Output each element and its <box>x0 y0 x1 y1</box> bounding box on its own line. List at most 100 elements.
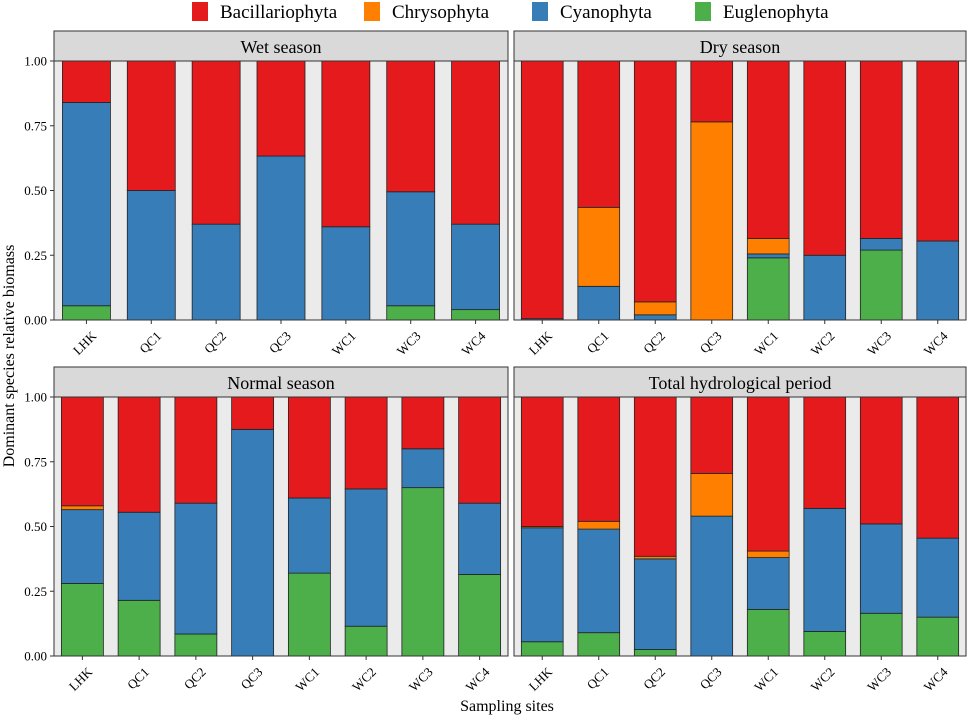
bar-total-hydrological-period-qc2-euglenophyta <box>633 649 677 657</box>
panel-wet-season: Wet season LHK QC1 QC2 QC3 WC1 WC3 WC4 0.00 0.25 0… <box>24 30 509 358</box>
y-tick-label: 0.75 <box>24 118 47 133</box>
legend-item-euglenophyta: Euglenophyta <box>695 2 829 23</box>
bar-total-hydrological-period-qc1-cyanophyta <box>577 528 621 634</box>
bar-wet-season-wc4-bacillariophyta <box>451 60 500 225</box>
bar-normal-season-wc1-euglenophyta <box>287 572 331 657</box>
bar-total-hydrological-period-wc1-chrysophyta <box>746 550 790 558</box>
legend: Bacillariophyta Chrysophyta Cyanophyta Eugl… <box>192 2 829 23</box>
bar-normal-season-wc2-bacillariophyta <box>344 396 388 490</box>
x-tick-label-lhk: LHK <box>526 664 556 694</box>
bar-normal-season-qc1-euglenophyta <box>117 599 161 657</box>
bar-total-hydrological-period-lhk-cyanophyta <box>520 527 564 643</box>
bar-dry-season-wc4-cyanophyta <box>916 240 960 321</box>
y-tick-label: 0.25 <box>24 248 47 263</box>
bar-normal-season-wc4-bacillariophyta <box>458 396 502 504</box>
bar-normal-season-wc3-cyanophyta <box>401 448 445 489</box>
bar-normal-season-qc1-bacillariophyta <box>117 396 161 513</box>
legend-swatch-bacillariophyta <box>192 2 208 21</box>
x-tick-label-qc2: QC2 <box>640 328 668 356</box>
facet-title-dry-season: Dry season <box>700 37 780 57</box>
x-tick-label-qc3: QC3 <box>697 664 725 692</box>
bar-total-hydrological-period-wc4-euglenophyta <box>916 616 960 657</box>
facet-title-total-hydrological-period: Total hydrological period <box>649 373 832 393</box>
bar-total-hydrological-period-wc4-cyanophyta <box>916 537 960 618</box>
bar-total-hydrological-period-qc1-euglenophyta <box>577 632 621 657</box>
x-tick-label-wc2: WC2 <box>349 664 379 694</box>
x-tick-label-wc4: WC4 <box>463 664 493 694</box>
panel-border <box>513 60 967 321</box>
facet-title-normal-season: Normal season <box>227 373 334 393</box>
x-tick-label-qc2: QC2 <box>181 664 209 692</box>
y-tick-label: 0.50 <box>24 183 47 198</box>
bar-normal-season-wc3-bacillariophyta <box>401 396 445 450</box>
y-tick-label: 0.75 <box>24 454 47 469</box>
bar-dry-season-wc1-cyanophyta <box>746 253 790 259</box>
panel-total-hydrological-period: Total hydrological period LHK QC1 QC2 QC3 WC1… <box>513 366 967 694</box>
bar-total-hydrological-period-qc2-cyanophyta <box>633 558 677 650</box>
bar-normal-season-qc3-bacillariophyta <box>231 396 275 430</box>
bar-total-hydrological-period-wc2-cyanophyta <box>803 507 847 632</box>
y-tick-label: 0.50 <box>24 519 47 534</box>
panel-dry-season: Dry season LHK QC1 QC2 QC3 WC1 WC2 WC3 WC4 <box>513 30 967 358</box>
bar-total-hydrological-period-lhk-bacillariophyta <box>520 396 564 527</box>
x-tick-label-wc3: WC3 <box>394 328 424 358</box>
bar-dry-season-qc1-cyanophyta <box>577 285 621 321</box>
bar-wet-season-qc3-bacillariophyta <box>256 60 306 157</box>
bar-dry-season-wc1-euglenophyta <box>746 257 790 321</box>
bar-dry-season-wc2-bacillariophyta <box>803 60 847 256</box>
bar-wet-season-qc2-bacillariophyta <box>191 60 241 225</box>
x-tick-label-wc1: WC1 <box>329 328 359 358</box>
x-tick-label-lhk: LHK <box>66 664 96 694</box>
bar-dry-season-wc4-bacillariophyta <box>916 60 960 242</box>
bar-normal-season-lhk-euglenophyta <box>60 583 104 657</box>
bar-total-hydrological-period-wc2-euglenophyta <box>803 630 847 657</box>
bar-total-hydrological-period-qc3-bacillariophyta <box>690 396 734 474</box>
bar-dry-season-wc1-chrysophyta <box>746 238 790 255</box>
bar-wet-season-qc2-cyanophyta <box>191 223 241 321</box>
bar-dry-season-wc3-cyanophyta <box>859 238 903 251</box>
x-tick-label-qc2: QC2 <box>201 328 229 356</box>
bar-wet-season-lhk-cyanophyta <box>62 102 111 307</box>
bar-normal-season-qc1-cyanophyta <box>117 511 161 601</box>
bar-normal-season-qc2-euglenophyta <box>174 633 218 657</box>
x-tick-label-lhk: LHK <box>526 328 556 358</box>
legend-label-euglenophyta: Euglenophyta <box>723 2 829 23</box>
bar-wet-season-qc1-bacillariophyta <box>126 60 176 191</box>
bar-wet-season-wc4-cyanophyta <box>451 223 500 311</box>
facet-panels: Wet season LHK QC1 QC2 QC3 WC1 WC3 WC4 0.00 0.25 0… <box>24 30 967 694</box>
y-tick-label: 0.00 <box>24 649 47 664</box>
facet-strip <box>53 366 509 398</box>
bar-normal-season-wc1-cyanophyta <box>287 497 331 574</box>
legend-swatch-euglenophyta <box>695 2 711 21</box>
bar-normal-season-wc2-euglenophyta <box>344 625 388 657</box>
bar-dry-season-qc3-bacillariophyta <box>690 60 734 123</box>
bar-dry-season-qc3-chrysophyta <box>690 121 734 321</box>
x-tick-label-qc3: QC3 <box>266 328 294 356</box>
facet-title-wet-season: Wet season <box>240 37 321 57</box>
facet-strip <box>513 30 967 62</box>
y-tick-label: 1.00 <box>24 390 47 405</box>
x-tick-label-wc4: WC4 <box>458 328 488 358</box>
bar-dry-season-lhk-bacillariophyta <box>520 60 564 320</box>
x-tick-label-wc2: WC2 <box>808 328 838 358</box>
x-tick-label-wc1: WC1 <box>751 328 781 358</box>
bar-total-hydrological-period-wc3-cyanophyta <box>859 523 903 614</box>
bar-dry-season-wc1-bacillariophyta <box>746 60 790 239</box>
bar-wet-season-qc3-cyanophyta <box>256 155 306 321</box>
x-tick-label-wc1: WC1 <box>751 664 781 694</box>
bar-total-hydrological-period-wc1-euglenophyta <box>746 608 790 657</box>
bar-wet-season-wc1-cyanophyta <box>321 226 371 321</box>
legend-item-chrysophyta: Chrysophyta <box>364 2 490 23</box>
x-tick-label-qc1: QC1 <box>136 328 164 356</box>
panel-normal-season: Normal season LHK QC1 QC2 QC3 WC1 WC2 WC3 WC4 0.0… <box>24 366 509 694</box>
legend-label-cyanophyta: Cyanophyta <box>560 2 652 23</box>
bar-wet-season-wc3-bacillariophyta <box>386 60 436 193</box>
bar-total-hydrological-period-wc4-bacillariophyta <box>916 396 960 539</box>
x-tick-label-qc3: QC3 <box>238 664 266 692</box>
x-tick-label-wc3: WC3 <box>864 664 894 694</box>
bar-normal-season-lhk-bacillariophyta <box>60 396 104 507</box>
y-tick-label: 1.00 <box>24 54 47 69</box>
y-axis-title: Dominant species relative biomass <box>1 245 18 468</box>
x-tick-label-wc1: WC1 <box>292 664 322 694</box>
